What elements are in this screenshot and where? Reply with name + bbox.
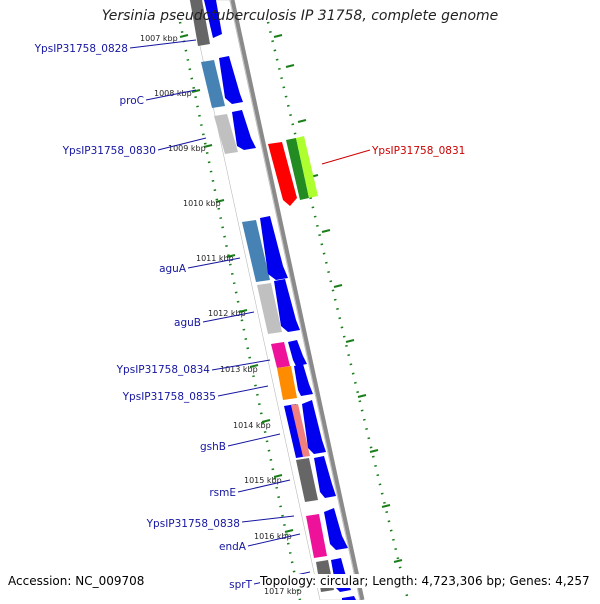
tick-mark — [357, 394, 367, 398]
tick-mark — [249, 364, 259, 368]
tick-mark — [179, 34, 189, 38]
tick-mark — [284, 529, 294, 533]
scale-label: 1008 kbp — [154, 89, 192, 98]
gene-block-YpsIP31758_0835[interactable] — [277, 366, 297, 400]
gene-label-proC[interactable]: proC — [119, 95, 144, 107]
tick-mark — [273, 474, 283, 478]
scale-label: 1014 kbp — [233, 421, 271, 430]
gene-label-YpsIP31758_0828[interactable]: YpsIP31758_0828 — [34, 43, 128, 55]
tick-mark — [393, 559, 403, 563]
gene-label-YpsIP31758_0830[interactable]: YpsIP31758_0830 — [62, 145, 156, 157]
gene-block-YpsIP31758_0830[interactable] — [214, 114, 238, 154]
tick-mark — [333, 284, 343, 288]
cds-arrow-YpsIP31758_0834[interactable] — [288, 340, 307, 366]
gene-label-sprT[interactable]: sprT — [229, 579, 252, 591]
cds-arrow-endA[interactable] — [324, 508, 348, 550]
tick-mark — [191, 89, 201, 93]
genome-summary-text: Topology: circular; Length: 4,723,306 bp… — [260, 574, 590, 588]
leader-lines — [129, 39, 371, 585]
leader-line — [227, 433, 281, 447]
scale-label: 1009 kbp — [168, 144, 206, 153]
gene-stripe-gshB[interactable] — [291, 404, 310, 457]
tick-mark — [345, 339, 355, 343]
scale-labels: 1007 kbp 1008 kbp 1009 kbp 1010 kbp 1011… — [140, 34, 302, 596]
gene-label-YpsIP31758_0831[interactable]: YpsIP31758_0831 — [371, 145, 465, 157]
tick-marks — [179, 34, 403, 563]
leader-line — [202, 311, 255, 323]
tick-mark — [321, 229, 331, 233]
gene-label-YpsIP31758_0835[interactable]: YpsIP31758_0835 — [122, 391, 216, 403]
leader-line — [211, 359, 271, 371]
leader-line — [237, 479, 291, 493]
scale-label: 1017 kbp — [264, 587, 302, 596]
accession-text: Accession: NC_009708 — [8, 574, 145, 588]
tick-mark — [381, 504, 391, 508]
scale-label: 1015 kbp — [244, 476, 282, 485]
backbone-line — [229, 0, 365, 601]
gene-block-aguA[interactable] — [242, 220, 270, 282]
tick-mark — [297, 119, 307, 123]
tick-mark — [261, 419, 271, 423]
tick-mark — [238, 309, 248, 313]
cds-arrow-next — [342, 596, 356, 600]
tick-mark — [215, 199, 225, 203]
scale-label: 1012 kbp — [208, 309, 246, 318]
tick-mark — [203, 144, 213, 148]
tick-mark — [285, 64, 295, 68]
gene-block-rsmE[interactable] — [296, 458, 318, 502]
gene-stripe-YpsIP31758_0831[interactable] — [286, 138, 309, 200]
scale-label: 1011 kbp — [196, 254, 234, 263]
gene-label-YpsIP31758_0834[interactable]: YpsIP31758_0834 — [116, 364, 211, 376]
scale-label: 1013 kbp — [220, 365, 258, 374]
leader-line — [241, 515, 295, 523]
gene-label-rsmE[interactable]: rsmE — [209, 487, 236, 499]
tick-mark — [369, 449, 379, 453]
gene-block-YpsIP31758_0828[interactable] — [190, 0, 210, 46]
map-title: Yersinia pseudotuberculosis IP 31758, co… — [101, 8, 499, 24]
tick-mark — [226, 254, 236, 258]
leader-line — [145, 89, 197, 101]
cds-arrow-rsmE[interactable] — [314, 456, 336, 498]
gene-stripe2-YpsIP31758_0831[interactable] — [296, 136, 318, 198]
leader-line — [187, 257, 241, 269]
gene-label-endA[interactable]: endA — [219, 541, 247, 553]
tick-mark — [273, 34, 283, 38]
cds-arrow-YpsIP31758_0828[interactable] — [204, 0, 222, 38]
leader-line — [129, 39, 197, 49]
gene-label-aguA[interactable]: aguA — [159, 263, 187, 275]
scale-label: 1007 kbp — [140, 34, 178, 43]
gene-labels: YpsIP31758_0828 proC YpsIP31758_0830 Yps… — [34, 43, 466, 591]
gene-block-YpsIP31758_0831[interactable] — [268, 142, 297, 206]
gene-label-YpsIP31758_0838[interactable]: YpsIP31758_0838 — [146, 518, 240, 530]
gene-features — [190, 0, 356, 600]
cds-arrow-proC[interactable] — [219, 56, 243, 104]
gene-label-gshB[interactable]: gshB — [200, 441, 226, 453]
leader-line — [247, 533, 301, 547]
leader-line — [217, 385, 269, 397]
gene-block-YpsIP31758_0834[interactable] — [271, 342, 290, 368]
leader-line — [321, 149, 371, 165]
gene-label-aguB[interactable]: aguB — [174, 317, 201, 329]
cds-arrow-YpsIP31758_0835[interactable] — [294, 364, 313, 396]
cds-arrow-YpsIP31758_0830[interactable] — [232, 110, 256, 150]
gene-block-proC[interactable] — [201, 60, 225, 108]
scale-label: 1016 kbp — [254, 532, 292, 541]
gene-block-aguB[interactable] — [257, 283, 282, 334]
cds-arrow-aguA[interactable] — [260, 216, 288, 280]
backbone-line-highlight — [229, 0, 361, 601]
cds-arrow-aguB[interactable] — [274, 279, 300, 332]
scale-label: 1010 kbp — [183, 199, 221, 208]
gene-block-endA[interactable] — [306, 514, 327, 558]
cds-arrow-gshB[interactable] — [302, 400, 326, 454]
leader-line — [157, 137, 207, 151]
